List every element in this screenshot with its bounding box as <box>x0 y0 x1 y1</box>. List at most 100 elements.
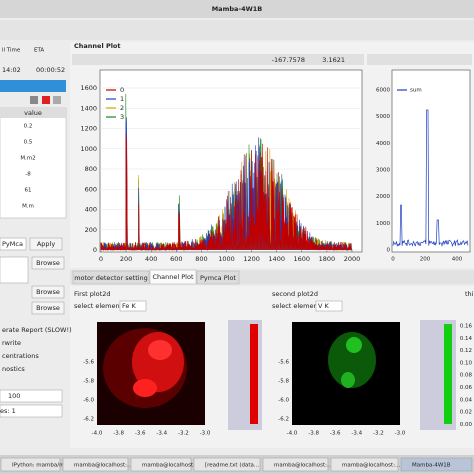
legend-label: 2 <box>120 104 124 112</box>
x-tick-label: -3.2 <box>178 431 189 437</box>
cbar-tick-label: 0.06 <box>460 385 473 391</box>
element-combo[interactable] <box>119 300 147 312</box>
colorbar <box>444 324 452 424</box>
y-tick-label: -5.6 <box>83 360 94 366</box>
x-tick-label: 2000 <box>344 255 361 263</box>
x-tick-label: 0 <box>391 257 395 263</box>
x-tick-label: -3.4 <box>156 431 167 437</box>
button-text: Apply <box>37 240 56 248</box>
table-cell: -8 <box>25 172 31 178</box>
task-button[interactable] <box>62 457 129 472</box>
cbar-tick-label: 0.00 <box>460 422 473 428</box>
task-button[interactable] <box>193 457 261 472</box>
task-button[interactable] <box>262 457 329 472</box>
trace <box>100 132 352 252</box>
spinbox[interactable] <box>0 389 63 403</box>
y-tick-label: -6.0 <box>83 398 94 404</box>
option: erate Report (SLOW!) <box>2 326 72 334</box>
x-tick-label: -3.6 <box>330 431 341 437</box>
plot2d-title: First plot2d <box>74 290 110 298</box>
x-tick-label: -3.4 <box>351 431 362 437</box>
combo[interactable] <box>0 237 27 251</box>
tab-label: Pymca Plot <box>200 274 236 282</box>
option: centrations <box>2 352 39 360</box>
tab[interactable] <box>196 270 240 285</box>
task-button[interactable] <box>130 457 192 472</box>
combo-text: PyMca <box>2 240 23 248</box>
table-header: value <box>24 109 42 117</box>
header: ETA <box>34 48 44 54</box>
x-tick-label: -3.0 <box>200 431 211 437</box>
y-tick-label: -5.8 <box>278 379 289 385</box>
y-tick-label: 600 <box>85 185 97 193</box>
table-cell: 0.5 <box>24 140 33 146</box>
element-combo[interactable] <box>315 300 343 312</box>
button-text: Browse <box>36 259 60 267</box>
cbar-tick-label: 0.08 <box>460 373 473 379</box>
pause-button[interactable] <box>30 96 38 104</box>
blob <box>341 372 355 388</box>
x-tick-label: 1800 <box>319 255 336 263</box>
value-table <box>0 107 67 219</box>
table-header <box>0 108 66 118</box>
plot2d-title: second plot2d <box>272 290 318 298</box>
cbar-tick-label: 0.10 <box>460 360 473 366</box>
x-tick-label: 0 <box>99 255 103 263</box>
tab-label: motor detector setting <box>74 274 148 282</box>
select-label: select element <box>272 302 321 310</box>
browse-button[interactable] <box>31 285 65 299</box>
cbar-tick-label: 0.14 <box>460 336 473 342</box>
cbar-tick-label: 0.02 <box>460 410 472 416</box>
browse-button[interactable] <box>31 256 65 270</box>
y-tick-label: 4000 <box>376 141 390 147</box>
task-button[interactable] <box>0 457 61 472</box>
option: nostics <box>2 365 25 373</box>
blob <box>133 379 157 397</box>
legend-label: 0 <box>120 86 124 94</box>
tab[interactable] <box>72 270 150 285</box>
x-tick-label: 1400 <box>268 255 285 263</box>
select-label: select element <box>74 302 123 310</box>
dock-title: Channel Plot <box>74 42 121 50</box>
task-label: mamba@localhost:... <box>142 463 200 469</box>
apply-button[interactable] <box>29 237 63 251</box>
stop-button[interactable] <box>42 96 50 104</box>
eta: 00:00:52 <box>36 66 65 74</box>
option: rwrite <box>2 339 21 347</box>
x-tick-label: 400 <box>452 257 463 263</box>
x-tick-label: -3.2 <box>373 431 384 437</box>
y-tick-label: -6.2 <box>278 417 289 423</box>
y-tick-label: 1600 <box>80 84 97 92</box>
task-button[interactable] <box>400 457 473 472</box>
browse-button[interactable] <box>31 301 65 315</box>
blob <box>346 337 362 353</box>
time: 14:02 <box>2 66 21 74</box>
task-label: mamba@localhost:... <box>74 463 132 469</box>
tab-label: Channel Plot <box>152 273 193 281</box>
tab-active[interactable] <box>149 269 197 285</box>
spin-text: 100 <box>8 392 20 400</box>
task-label: [readme.txt (data... <box>205 463 259 469</box>
x-tick-label: -4.0 <box>287 431 298 437</box>
x-tick-label: 1000 <box>218 255 235 263</box>
y-tick-label: 1200 <box>80 125 97 133</box>
task-button[interactable] <box>330 457 399 472</box>
y-tick-label: -5.6 <box>278 360 289 366</box>
legend-label: 3 <box>120 113 124 121</box>
y-tick-label: 5000 <box>376 114 390 120</box>
field[interactable] <box>0 256 29 284</box>
x-tick-label: -3.8 <box>308 431 319 437</box>
y-tick-label: -6.0 <box>278 398 289 404</box>
y-tick-label: 0 <box>93 246 97 254</box>
cbar-tick-label: 0.12 <box>460 348 472 354</box>
task-label: IPython: mamba/m... <box>12 463 70 469</box>
x-tick-label: 1200 <box>243 255 260 263</box>
table-cell: 61 <box>25 188 32 194</box>
step-button[interactable] <box>53 96 61 104</box>
y-tick-label: 3000 <box>376 168 390 174</box>
button-text: Browse <box>36 304 60 312</box>
x-tick-label: 1600 <box>294 255 311 263</box>
colorbar <box>250 324 258 424</box>
plot-toolbar <box>72 54 364 65</box>
spinbox[interactable] <box>0 404 63 418</box>
